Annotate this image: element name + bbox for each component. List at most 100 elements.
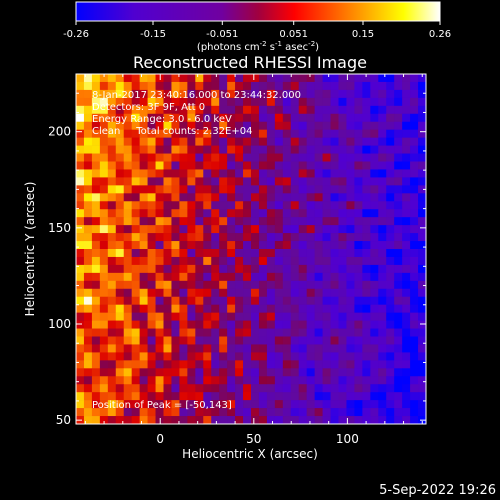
heatmap-cell (195, 74, 204, 83)
heatmap-cell (338, 121, 347, 130)
heatmap-cell (203, 153, 212, 162)
heatmap-cell (362, 233, 371, 242)
heatmap-cell (211, 105, 220, 115)
heatmap-cell (346, 264, 355, 274)
heatmap-cell (298, 296, 307, 305)
heatmap-cell (163, 360, 172, 369)
heatmap-cell (76, 320, 85, 329)
heatmap-cell (243, 169, 252, 178)
heatmap-cell (251, 384, 260, 393)
heatmap-cell (378, 416, 387, 424)
heatmap-cell (187, 288, 196, 298)
heatmap-cell (306, 328, 315, 337)
heatmap-cell (314, 161, 323, 170)
heatmap-cell (83, 264, 93, 274)
heatmap-cell (282, 344, 292, 353)
heatmap-cell (402, 392, 411, 401)
heatmap-cell (107, 129, 117, 138)
heatmap-cell (91, 336, 101, 345)
heatmap-cell (338, 97, 347, 107)
heatmap-cell (91, 320, 101, 329)
heatmap-cell (187, 304, 196, 313)
heatmap-cell (235, 280, 244, 290)
heatmap-cell (171, 169, 180, 178)
heatmap-cell (370, 384, 379, 393)
heatmap-cell (107, 97, 117, 107)
heatmap-cell (322, 217, 331, 226)
heatmap-cell (402, 344, 411, 353)
heatmap-cell (378, 113, 387, 123)
heatmap-cell (402, 312, 411, 321)
heatmap-cell (83, 392, 93, 401)
heatmap-cell (187, 89, 196, 99)
heatmap-cell (314, 360, 323, 369)
heatmap-cell (171, 97, 180, 107)
heatmap-cell (402, 185, 411, 194)
heatmap-cell (410, 105, 419, 115)
heatmap-cell (346, 129, 355, 138)
heatmap-cell (418, 288, 426, 298)
heatmap-cell (195, 81, 204, 91)
heatmap-cell (91, 185, 101, 194)
heatmap-cell (338, 105, 347, 115)
heatmap-cell (83, 185, 93, 194)
heatmap-cell (211, 344, 220, 353)
heatmap-cell (362, 225, 371, 234)
heatmap-cell (99, 408, 109, 417)
heatmap-cell (179, 121, 188, 130)
heatmap-cell (163, 368, 172, 377)
heatmap-cell (370, 74, 379, 83)
y-tick-label: 50 (56, 413, 71, 427)
heatmap-cell (378, 105, 387, 115)
heatmap-cell (394, 392, 403, 401)
heatmap-cell (211, 416, 220, 424)
heatmap-cell (410, 74, 419, 83)
heatmap-cell (258, 249, 268, 258)
heatmap-cell (410, 312, 419, 321)
heatmap-cell (386, 105, 395, 115)
heatmap-cell (402, 272, 411, 282)
heatmap-cell (338, 288, 347, 298)
heatmap-cell (418, 320, 426, 329)
heatmap-cell (243, 217, 252, 226)
heatmap-cell (370, 185, 379, 194)
heatmap-cell (123, 256, 132, 266)
heatmap-cell (91, 352, 101, 361)
heatmap-cell (123, 161, 132, 170)
heatmap-cell (139, 185, 148, 194)
heatmap-cell (147, 201, 156, 210)
heatmap-cell (195, 193, 204, 202)
heatmap-cell (107, 320, 117, 329)
heatmap-cell (147, 256, 156, 266)
heatmap-cell (235, 233, 244, 242)
heatmap-cell (298, 328, 307, 337)
heatmap-cell (298, 97, 307, 107)
heatmap-cell (251, 416, 260, 424)
heatmap-cell (83, 217, 93, 226)
heatmap-cell (147, 241, 156, 250)
heatmap-cell (187, 97, 196, 107)
heatmap-cell (83, 280, 93, 290)
heatmap-cell (322, 408, 331, 417)
heatmap-cell (195, 249, 204, 258)
heatmap-cell (107, 81, 117, 91)
heatmap-cell (195, 169, 204, 178)
heatmap-cell (330, 97, 339, 107)
heatmap-cell (211, 137, 220, 146)
heatmap-cell (410, 280, 419, 290)
heatmap-cell (282, 153, 292, 162)
heatmap-cell (370, 105, 379, 115)
heatmap-cell (394, 105, 403, 115)
heatmap-cell (274, 384, 284, 393)
heatmap-cell (155, 185, 164, 194)
heatmap-cell (107, 137, 117, 146)
heatmap-cell (314, 193, 323, 202)
heatmap-cell (131, 416, 140, 424)
heatmap-cell (282, 225, 292, 234)
heatmap-cell (290, 169, 300, 178)
heatmap-cell (235, 177, 244, 186)
heatmap-cell (306, 392, 315, 401)
heatmap-cell (370, 241, 379, 250)
x-tick-label: 50 (246, 432, 261, 446)
heatmap-cell (378, 344, 387, 353)
